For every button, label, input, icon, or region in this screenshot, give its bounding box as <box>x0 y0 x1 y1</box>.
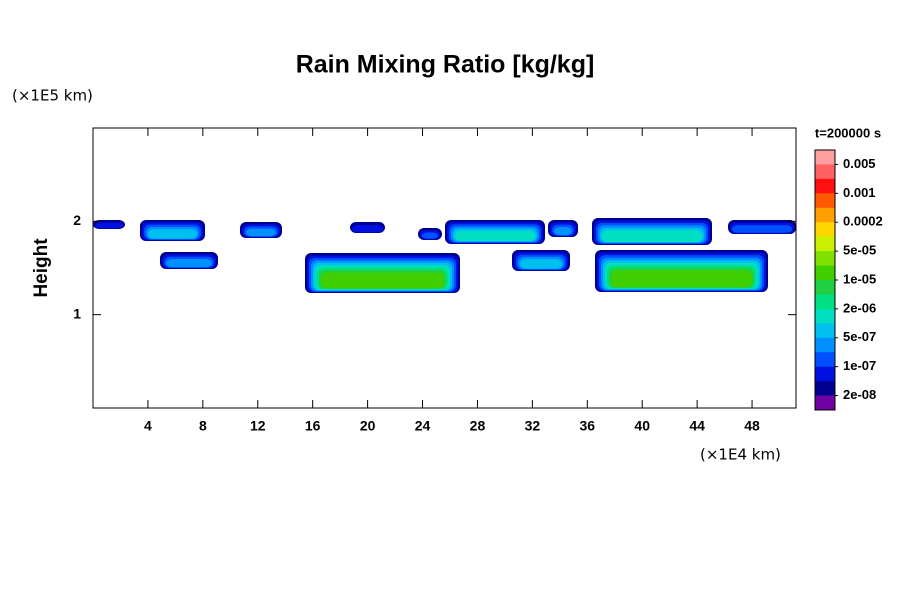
x-tick-label: 40 <box>634 418 650 434</box>
contour-fill <box>95 222 123 229</box>
colorbar-swatch <box>815 251 835 266</box>
x-tick-label: 16 <box>305 418 321 434</box>
x-tick-label: 32 <box>525 418 541 434</box>
colorbar-swatch <box>815 207 835 223</box>
contour-fill <box>352 225 383 233</box>
colorbar-swatch <box>815 294 835 310</box>
colorbar-swatch <box>815 222 835 237</box>
contour-fill <box>148 229 197 239</box>
contour-fill <box>602 230 702 242</box>
colorbar-swatch <box>815 381 835 396</box>
contour-fill <box>732 225 792 233</box>
contour-fill <box>611 270 752 288</box>
plot-frame <box>92 127 797 409</box>
y-axis-label: Height <box>31 238 52 298</box>
chart-title: Rain Mixing Ratio [kg/kg] <box>296 51 595 79</box>
x-tick-label: 8 <box>199 418 207 434</box>
colorbar-swatch <box>815 178 835 194</box>
colorbar-label: 2e-06 <box>843 300 876 315</box>
contour-fill <box>455 231 535 241</box>
colorbar-swatch <box>815 366 835 382</box>
colorbar-label: 5e-05 <box>843 243 876 258</box>
colorbar-swatch <box>815 150 835 165</box>
colorbar-label: 0.0002 <box>843 214 883 229</box>
x-tick-label: 44 <box>689 418 705 434</box>
x-tick-label: 20 <box>360 418 376 434</box>
colorbar-swatch <box>815 395 835 411</box>
x-tick-label: 4 <box>144 418 152 434</box>
y-unit: (×1E5 km) <box>12 87 93 105</box>
colorbar-swatch <box>815 280 835 295</box>
colorbar-swatch <box>815 265 835 281</box>
x-tick-label: 36 <box>580 418 596 434</box>
x-unit: (×1E4 km) <box>700 446 781 464</box>
colorbar-swatch <box>815 337 835 353</box>
colorbar-swatch <box>815 193 835 209</box>
contour-fill <box>554 227 572 236</box>
colorbar-label: 1e-07 <box>843 358 876 373</box>
y-tick-label: 2 <box>73 212 81 228</box>
contour-fill <box>166 259 212 268</box>
colorbar-label: 5e-07 <box>843 329 876 344</box>
colorbar-swatch <box>815 236 835 252</box>
contour-fill <box>520 259 562 269</box>
y-tick-label: 1 <box>73 305 81 321</box>
colorbar-label: 0.005 <box>843 156 876 171</box>
colorbar-label: 1e-05 <box>843 271 876 286</box>
x-tick-label: 24 <box>415 418 431 434</box>
colorbar-label: 0.001 <box>843 185 876 200</box>
colorbar-swatch <box>815 164 835 180</box>
contour-fill <box>246 228 276 237</box>
x-tick-label: 48 <box>744 418 760 434</box>
x-tick-label: 28 <box>470 418 486 434</box>
contour-fill <box>321 272 444 289</box>
colorbar-swatch <box>815 308 835 324</box>
colorbar-swatch <box>815 352 835 367</box>
time-label: t=200000 s <box>815 125 881 140</box>
x-tick-label: 12 <box>250 418 266 434</box>
colorbar-swatch <box>815 323 835 339</box>
contour-fill <box>422 232 438 239</box>
colorbar-label: 2e-08 <box>843 387 876 402</box>
